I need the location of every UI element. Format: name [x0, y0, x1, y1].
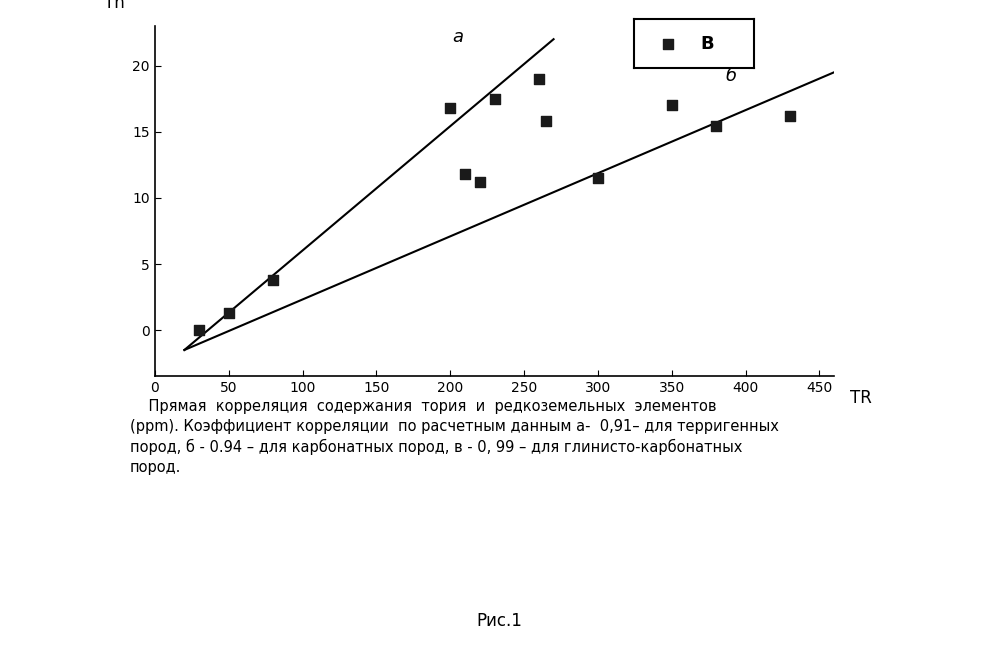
- Text: В: В: [700, 35, 714, 53]
- Point: [487, 93, 502, 104]
- Text: б: б: [725, 67, 736, 86]
- Point: [265, 275, 281, 285]
- Point: [443, 103, 459, 113]
- Point: [589, 173, 605, 183]
- X-axis label: TR: TR: [850, 389, 872, 407]
- Point: [693, 50, 709, 60]
- Point: [191, 325, 207, 336]
- Point: [708, 121, 724, 132]
- Point: [457, 169, 473, 179]
- Point: [663, 100, 679, 110]
- Point: [538, 116, 554, 127]
- Y-axis label: Th: Th: [104, 0, 125, 12]
- Text: а: а: [453, 28, 464, 46]
- Point: [472, 177, 488, 187]
- Point: [782, 111, 798, 121]
- Point: [221, 308, 237, 318]
- Text: Рис.1: Рис.1: [477, 611, 522, 630]
- Text: Прямая  корреляция  содержания  тория  и  редкоземельных  элементов
(ppm). Коэфф: Прямая корреляция содержания тория и ред…: [130, 399, 779, 475]
- Point: [530, 74, 546, 84]
